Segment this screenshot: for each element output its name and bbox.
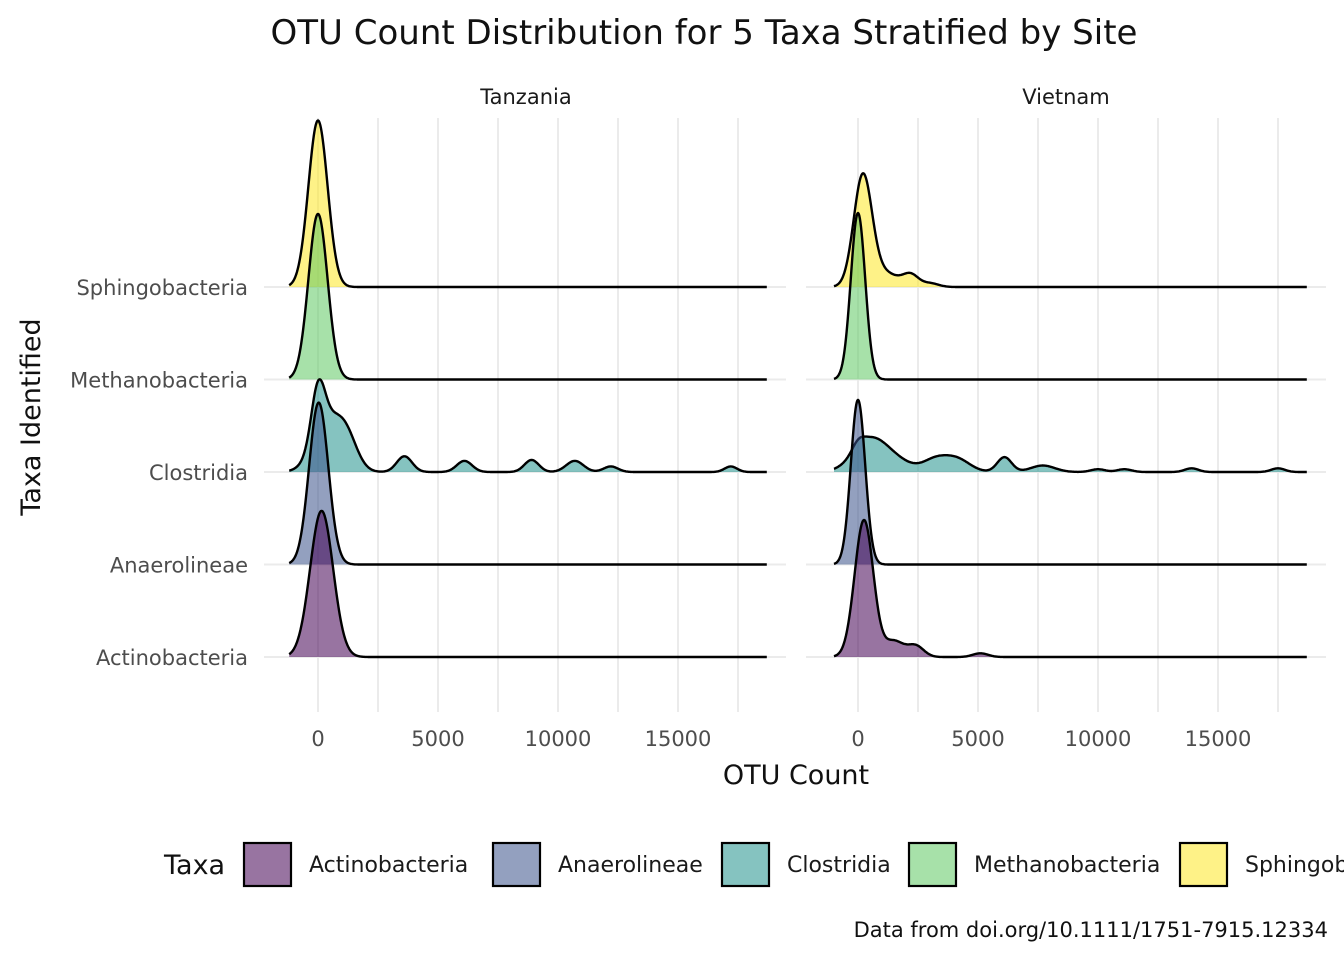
legend-label: Methanobacteria (974, 853, 1160, 878)
legend-item-clostridia: Clostridia (720, 841, 891, 888)
y-axis-tick-labels: Actinobacteria Anaerolineae Clostridia Meth… (70, 276, 248, 670)
legend-title: Taxa (163, 850, 225, 881)
y-tick-label-sphingobacteria: Sphingobacteria (76, 276, 248, 300)
panel-vietnam (806, 118, 1326, 712)
ridge-vietnam-methanobacteria (833, 211, 1308, 381)
x-tick-label-vietnam-5000: 5000 (951, 727, 1004, 751)
ridge-fill (289, 379, 767, 472)
x-tick-label-vietnam-0: 0 (851, 727, 864, 751)
x-tick-label-tanzania-15000: 15000 (645, 727, 712, 751)
y-tick-label-actinobacteria: Actinobacteria (96, 646, 248, 670)
legend-item-anaerolineae: Anaerolineae (491, 841, 703, 888)
ridge-vietnam-anaerolineae (833, 398, 1308, 566)
ridge-outline (288, 378, 768, 474)
ridge-outline (833, 435, 1308, 474)
legend-swatch (1178, 841, 1229, 888)
ridge-outline (288, 119, 768, 289)
x-tick-label-tanzania-0: 0 (311, 727, 324, 751)
y-tick-label-methanobacteria: Methanobacteria (70, 369, 248, 393)
ridge-tanzania-clostridia (288, 378, 768, 474)
legend-label: Clostridia (787, 853, 891, 878)
x-tick-label-tanzania-5000: 5000 (411, 727, 464, 751)
ridge-outline (833, 518, 1308, 659)
chart-title: OTU Count Distribution for 5 Taxa Strati… (271, 13, 1138, 53)
ridge-outline (288, 401, 768, 566)
ridge-vietnam-clostridia (833, 435, 1308, 474)
y-axis-title: Taxa Identified (16, 318, 47, 516)
ridge-fill (834, 173, 1307, 287)
gridlines (806, 118, 1326, 712)
ridge-fill (289, 510, 767, 657)
ridge-outline (833, 172, 1308, 289)
ridge-outline (288, 509, 768, 659)
ridge-fill (834, 520, 1307, 657)
x-tick-label-tanzania-10000: 10000 (525, 727, 592, 751)
ridge-outline (833, 398, 1308, 566)
legend-item-actinobacteria: Actinobacteria (242, 841, 468, 888)
x-axis-tick-labels: 0 5000 10000 15000 0 5000 10000 15000 (311, 727, 1251, 751)
ridge-fill (834, 213, 1307, 380)
ridge-tanzania-sphingobacteria (288, 119, 768, 289)
legend-item-sphingobacteria: Sphingobacteria (1178, 841, 1344, 888)
panel-tanzania (264, 118, 786, 712)
ridge-vietnam-sphingobacteria (833, 172, 1308, 289)
ridge-fill (834, 399, 1307, 565)
y-tick-label-clostridia: Clostridia (149, 461, 248, 485)
x-tick-label-vietnam-10000: 10000 (1065, 727, 1132, 751)
ridge-vietnam-actinobacteria (833, 518, 1308, 659)
ridge-outline (288, 212, 768, 381)
legend: Taxa Actinobacteria Anaerolineae Clostridi… (163, 841, 1344, 888)
legend-swatch (242, 841, 293, 888)
x-tick-label-vietnam-15000: 15000 (1185, 727, 1252, 751)
ridge-tanzania-methanobacteria (288, 212, 768, 381)
ridge-outline (833, 211, 1308, 381)
ridge-fill (289, 120, 767, 287)
legend-item-methanobacteria: Methanobacteria (907, 841, 1160, 888)
ridge-fill (289, 213, 767, 380)
strip-label-tanzania: Tanzania (479, 85, 571, 109)
legend-label: Sphingobacteria (1245, 853, 1344, 878)
x-axis-title: OTU Count (723, 760, 869, 791)
legend-label: Anaerolineae (558, 853, 703, 878)
ridge-tanzania-anaerolineae (288, 401, 768, 566)
ridge-fill (834, 436, 1307, 472)
strip-label-vietnam: Vietnam (1022, 85, 1110, 109)
chart-caption: Data from doi.org/10.1111/1751-7915.1233… (854, 918, 1328, 942)
ridge-tanzania-actinobacteria (288, 509, 768, 659)
legend-swatch (720, 841, 771, 888)
ridge-fill (289, 402, 767, 565)
legend-swatch (907, 841, 958, 888)
legend-items: Actinobacteria Anaerolineae Clostridia Meth… (242, 841, 1344, 888)
legend-swatch (491, 841, 542, 888)
plot-panels (264, 118, 1326, 712)
y-tick-label-anaerolineae: Anaerolineae (110, 554, 248, 578)
legend-label: Actinobacteria (309, 853, 468, 878)
